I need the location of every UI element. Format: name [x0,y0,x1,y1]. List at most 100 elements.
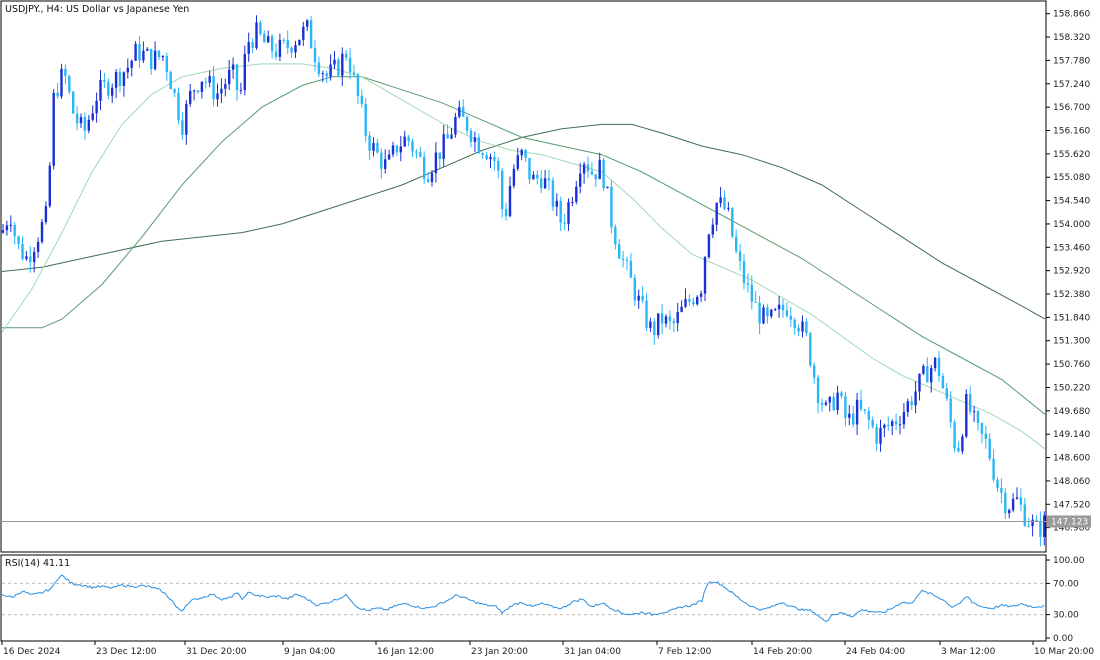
bullish-candle [696,296,699,305]
bearish-candle [56,92,59,97]
bullish-candle [458,107,461,117]
bullish-candle [142,50,145,61]
bearish-candle [75,113,79,124]
bullish-candle [333,59,336,65]
bearish-candle [563,222,566,224]
bullish-candle [824,402,828,405]
bullish-candle [1015,497,1019,499]
current-price-box [1047,515,1091,528]
bearish-candle [274,51,278,57]
ma-slow-line [1,123,1046,320]
bullish-candle [879,427,882,444]
bullish-candle [516,155,519,169]
bullish-candle [372,142,375,151]
bearish-candle [364,103,367,136]
bullish-candle [126,67,129,73]
bearish-candle [540,178,543,189]
bullish-candle [1011,498,1015,511]
bearish-candle [980,423,984,434]
ma-fast-line [1,63,1046,450]
bullish-candle [220,88,223,94]
bullish-candle [329,64,332,77]
bullish-candle [79,117,83,124]
bullish-candle [216,93,219,100]
bullish-candle [33,251,36,263]
bearish-candle [177,92,180,121]
time-axis: 16 Dec 2024 23 Dec 12:00 31 Dec 20:00 9 Jan… [1,641,1094,657]
bearish-candle [348,57,352,73]
bullish-candle [649,321,652,328]
bullish-candle [972,411,976,413]
bearish-candle [411,141,414,152]
bullish-candle [933,357,937,369]
bearish-candle [969,393,972,412]
bullish-candle [450,134,453,139]
bullish-candle [777,304,781,310]
bullish-candle [707,234,711,258]
bullish-candle [60,68,63,97]
bearish-candle [813,365,816,378]
bullish-candle [40,222,44,242]
bullish-candle [762,307,765,324]
bullish-candle [575,186,578,202]
bearish-candle [941,376,945,389]
bearish-candle [633,277,636,301]
bullish-candle [664,316,668,324]
bearish-candle [602,159,605,189]
price-tick-label: 148.060 [1053,477,1090,487]
bullish-candle [930,368,933,383]
bullish-candle [637,295,640,301]
bullish-candle [134,43,137,61]
bullish-candle [898,424,902,426]
price-tick-label: 147.520 [1053,500,1090,510]
bullish-candle [91,113,94,120]
bearish-candle [559,200,562,223]
bullish-candle [48,165,51,207]
bullish-candle [727,207,730,209]
bearish-candle [309,20,313,49]
bearish-candle [83,117,87,131]
bearish-candle [926,365,929,383]
bullish-candle [543,178,547,189]
bullish-candle [512,168,516,186]
bullish-candle [801,321,804,332]
bullish-candle [306,20,309,27]
bearish-candle [204,81,207,83]
bullish-candle [965,393,968,437]
bearish-candle [380,152,383,169]
bullish-candle [384,159,387,169]
price-tick-label: 150.220 [1053,383,1090,393]
bearish-candle [356,74,360,97]
bullish-candle [1,230,5,233]
bullish-candle [122,72,126,86]
price-tick-label: 149.140 [1053,430,1090,440]
bearish-candle [852,413,855,425]
bullish-candle [294,45,297,53]
bearish-candle [590,171,594,175]
bullish-candle [918,373,921,392]
rsi-indicator: 100.00 70.00 30.00 0.00 [1,556,1085,644]
bullish-candle [961,436,964,452]
bearish-candle [481,153,484,156]
bearish-candle [945,388,948,399]
bullish-candle [1031,519,1034,527]
bearish-candle [501,170,504,210]
bearish-candle [887,424,890,427]
bearish-candle [270,36,274,52]
rsi-tick-label: 100.00 [1053,556,1085,566]
bearish-candle [337,59,340,76]
current-price-line: 147.123 [1,515,1091,528]
bearish-candle [504,209,508,217]
bearish-candle [668,316,672,322]
rsi-pane-frame [0,554,1047,642]
rsi-tick-label: 70.00 [1053,579,1079,589]
bearish-candle [360,96,363,104]
bullish-candle [130,60,133,68]
bearish-candle [118,71,122,86]
bearish-candle [735,236,738,252]
bullish-candle [267,36,270,43]
bearish-candle [286,40,289,48]
bearish-candle [68,76,71,92]
